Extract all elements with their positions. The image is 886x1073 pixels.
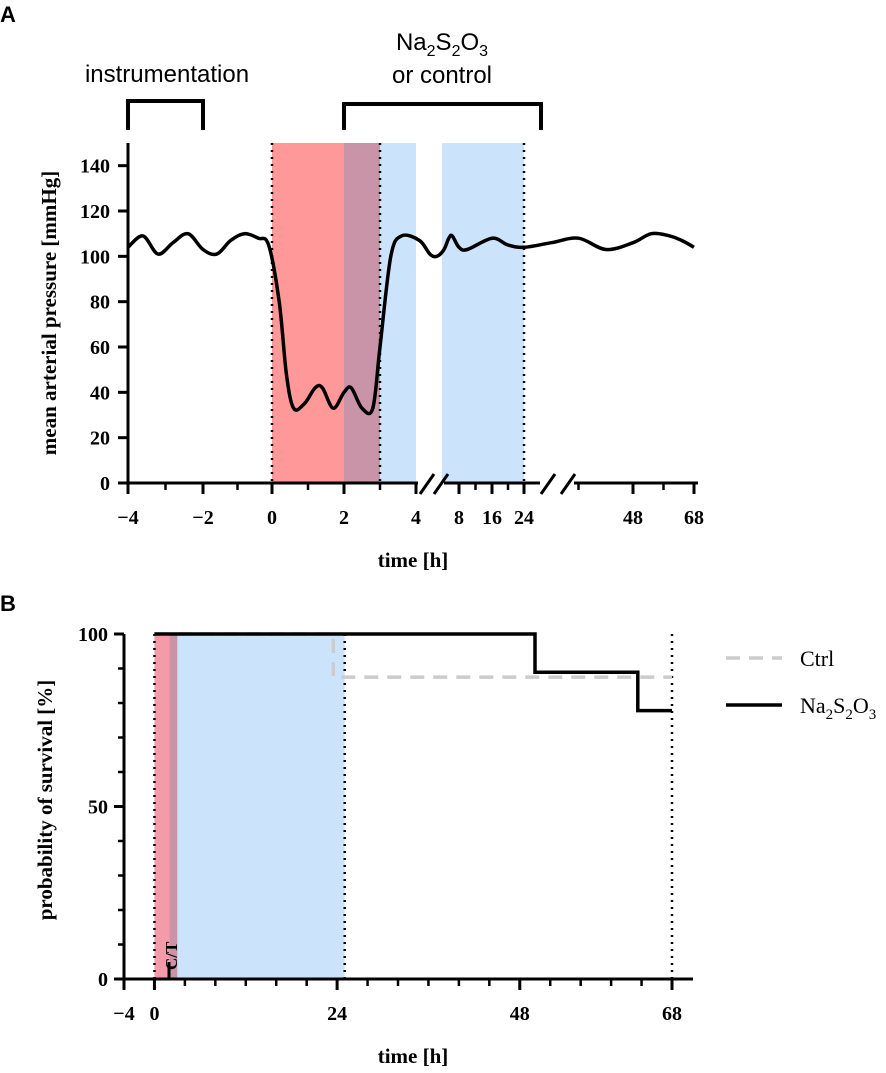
panel-a-y-axis-label: mean arterial pressure [mmHg] [37, 171, 61, 455]
axis-break-mark [418, 473, 436, 495]
y-tick-label: 100 [80, 246, 110, 268]
panel-a-y-ticks: 0 20 40 60 80 100 120 140 [80, 156, 128, 495]
treatment-label-line1: Na2S2O3 [396, 29, 488, 60]
y-tick-label: 20 [90, 428, 110, 450]
y-tick-label: 0 [100, 473, 110, 495]
shaded-region-overlap [169, 634, 178, 979]
x-tick-label: 68 [684, 507, 704, 529]
panel-label-b: B [0, 591, 16, 616]
x-tick-label: 8 [454, 507, 464, 529]
panel-a-x-ticks: −4 −2 0 2 4 8 16 24 48 68 [117, 483, 704, 529]
x-tick-label: −2 [192, 507, 213, 529]
x-tick-label: 68 [662, 1003, 682, 1025]
y-tick-label: 0 [98, 969, 108, 991]
x-tick-label: −4 [113, 1003, 134, 1025]
legend-ctrl-label: Ctrl [800, 646, 834, 671]
panel-a-shaded-regions [272, 143, 524, 483]
panel-b-x-ticks: −4 0 24 48 68 [113, 979, 682, 1025]
ct-annotation: C/T [162, 941, 181, 970]
panel-b-shaded-regions [154, 634, 345, 979]
shaded-region-treatment-2 [442, 143, 524, 483]
shaded-region-overlap [344, 143, 380, 483]
legend-na2s2o3-label: Na2S2O3 [800, 693, 876, 723]
x-tick-label: 4 [411, 507, 421, 529]
x-tick-label: 24 [327, 1003, 347, 1025]
y-tick-label: 40 [90, 382, 110, 404]
panel-a: A instrumentation Na2S2O3 or control 020… [0, 2, 704, 572]
y-tick-label: 80 [90, 292, 110, 314]
axis-break-mark [432, 473, 450, 495]
y-tick-label: 100 [78, 624, 108, 646]
panel-b-y-ticks: 0 50 100 [78, 624, 124, 991]
instrumentation-label: instrumentation [85, 61, 249, 88]
y-tick-label: 120 [80, 201, 110, 223]
y-tick-label: 60 [90, 337, 110, 359]
x-tick-label: 2 [339, 507, 349, 529]
panel-b-x-axis-label: time [h] [378, 1044, 449, 1068]
panel-b-y-axis-label: probability of survival [%] [33, 680, 57, 921]
panel-label-a: A [0, 2, 16, 27]
axis-break-mark [559, 473, 577, 495]
x-tick-label: −4 [117, 507, 138, 529]
treatment-label-line2: or control [392, 62, 492, 89]
treatment-bracket [342, 102, 543, 130]
instrumentation-bracket [126, 99, 205, 130]
axis-break-mark [539, 473, 557, 495]
y-tick-label: 140 [80, 156, 110, 178]
x-tick-label: 24 [514, 507, 534, 529]
x-tick-label: 48 [623, 507, 643, 529]
shaded-region-treatment [177, 634, 345, 979]
panel-b-legend: Ctrl Na2S2O3 [726, 646, 876, 723]
na2s2o3-survival-line [154, 632, 672, 713]
x-tick-label: 0 [149, 1003, 159, 1025]
x-tick-label: 0 [267, 507, 277, 529]
y-tick-label: 50 [88, 797, 108, 819]
ctrl-survival-line [154, 632, 672, 679]
panel-a-marker-lines [270, 143, 526, 483]
panel-a-x-axis-label: time [h] [378, 548, 449, 572]
x-tick-label: 48 [510, 1003, 530, 1025]
x-tick-label: 16 [482, 507, 502, 529]
map-series-line [126, 231, 695, 416]
panel-b-marker-lines [153, 634, 674, 979]
